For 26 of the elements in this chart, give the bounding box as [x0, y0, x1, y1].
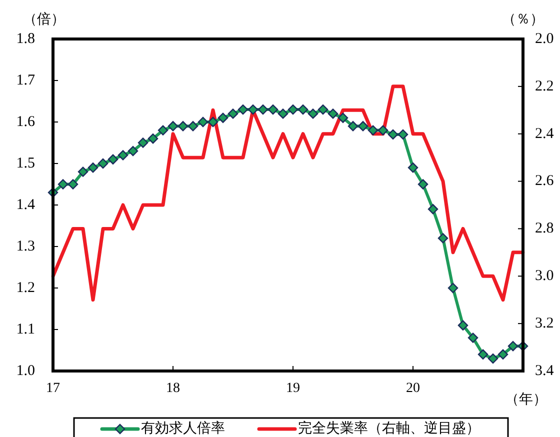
y-tick-label: 1.5 — [16, 155, 35, 172]
y2-tick-label: 3.0 — [535, 268, 554, 284]
y2-tick-label: 2.4 — [535, 126, 554, 142]
legend-label: 完全失業率（右軸、逆目盛） — [298, 420, 480, 437]
y2-tick-label: 2.2 — [535, 78, 554, 94]
y-tick-label: 1.3 — [16, 238, 35, 254]
y2-tick-label: 3.2 — [535, 316, 554, 332]
y-tick-label: 1.6 — [16, 114, 36, 130]
y-tick-label: 1.4 — [16, 196, 36, 213]
y-tick-label: 1.8 — [16, 30, 35, 47]
y-tick-label: 1.0 — [16, 362, 35, 379]
y-tick-label: 1.1 — [16, 321, 35, 338]
x-tick-label: 18 — [166, 381, 180, 396]
x-axis-title: （年） — [505, 392, 547, 408]
legend-label: 有効求人倍率 — [141, 420, 225, 437]
y2-tick-label: 2.0 — [535, 30, 554, 47]
y2-tick-label: 2.6 — [535, 173, 554, 190]
x-tick-label: 20 — [406, 381, 420, 396]
y-tick-label: 1.2 — [16, 280, 35, 296]
y-axis-title: （倍） — [23, 12, 65, 28]
x-tick-label: 19 — [286, 381, 300, 396]
y2-axis-title: （％） — [502, 12, 544, 28]
y-tick-label: 1.7 — [16, 72, 36, 88]
y2-tick-label: 3.4 — [535, 362, 554, 379]
x-tick-label: 17 — [46, 381, 60, 396]
y2-tick-label: 2.8 — [535, 220, 554, 237]
